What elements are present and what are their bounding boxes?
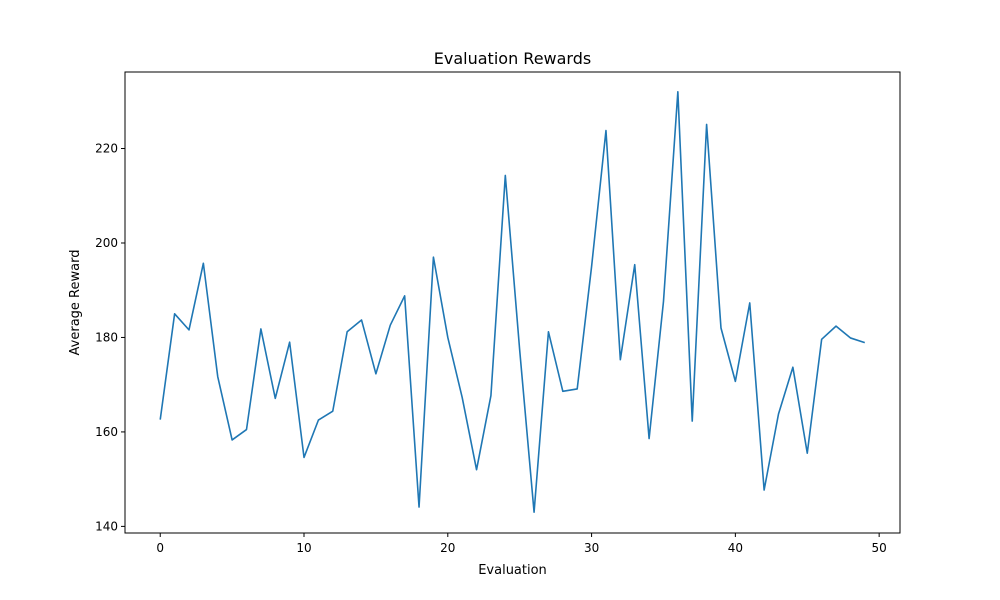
x-tick-label: 40 <box>728 541 743 555</box>
series-line-0 <box>159 91 866 514</box>
y-tick-label: 200 <box>95 236 118 250</box>
x-axis: 0 10 20 30 40 50 <box>156 533 887 555</box>
y-axis-label: Average Reward <box>68 250 83 356</box>
x-tick-label: 0 <box>156 541 164 555</box>
x-tick-label: 50 <box>872 541 887 555</box>
y-tick-label: 160 <box>95 425 118 439</box>
y-tick-label: 180 <box>95 330 118 344</box>
y-axis: 140 160 180 200 220 <box>95 142 125 533</box>
x-tick-label: 10 <box>296 541 311 555</box>
x-axis-label: Evaluation <box>478 563 547 578</box>
x-tick-label: 30 <box>584 541 599 555</box>
x-tick-label: 20 <box>440 541 455 555</box>
y-tick-label: 140 <box>95 519 118 533</box>
plot-frame <box>124 71 901 534</box>
y-tick-label: 220 <box>95 142 118 156</box>
chart-title: Evaluation Rewards <box>434 49 591 68</box>
